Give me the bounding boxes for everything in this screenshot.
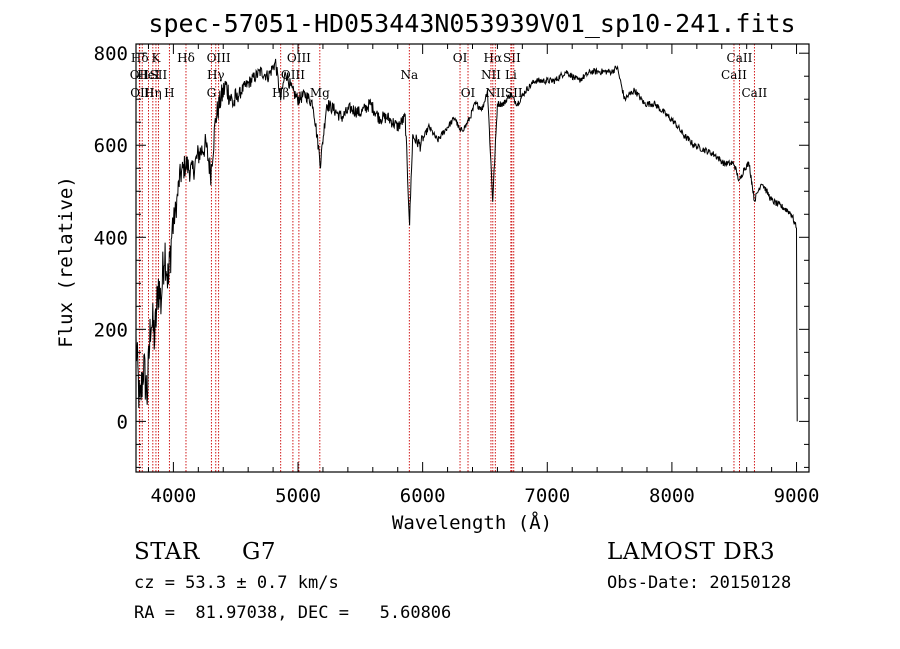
x-tick-label: 4000: [151, 485, 197, 507]
y-tick-label: 800: [94, 43, 128, 65]
survey-name: LAMOST DR3: [607, 539, 776, 565]
line-marker-label: Li: [505, 68, 517, 82]
line-marker-label: Hα: [484, 51, 503, 65]
line-marker-label: CaII: [741, 86, 767, 100]
y-axis-label: Flux (relative): [55, 176, 77, 348]
y-tick-label: 400: [94, 227, 128, 249]
line-marker-label: CaII: [721, 68, 747, 82]
line-marker-label: SII: [150, 68, 168, 82]
chart-title: spec-57051-HD053443N053939V01_sp10-241.f…: [148, 9, 795, 38]
spectrum-series: [135, 58, 798, 422]
line-marker-label: OIII: [287, 51, 311, 65]
x-axis-label: Wavelength (Å): [392, 511, 552, 534]
spectrum-line: [135, 58, 798, 422]
obs-date: Obs-Date: 20150128: [607, 573, 792, 593]
x-tick-label: 6000: [400, 485, 446, 507]
object-class: STAR: [134, 539, 200, 565]
x-tick-label: 8000: [649, 485, 695, 507]
line-marker-label: NII: [485, 86, 505, 100]
line-marker-label: Mg: [310, 86, 330, 100]
y-tick-label: 200: [94, 319, 128, 341]
x-axis-ticks: 4000 5000 6000 7000 8000 9000: [147, 44, 820, 507]
line-marker-label: CaII: [727, 51, 753, 65]
line-marker-label: Na: [400, 68, 418, 82]
line-marker-label: H: [164, 86, 174, 100]
line-marker-label: Hγ: [207, 68, 225, 82]
coordinates-text: RA = 81.97038, DEC = 5.60806: [134, 603, 452, 623]
line-marker-label: Hη: [144, 86, 162, 100]
redshift-text: cz = 53.3 ± 0.7 km/s: [134, 573, 339, 593]
x-tick-label: 7000: [524, 485, 570, 507]
line-marker-label: G: [207, 86, 217, 100]
y-axis-ticks: 0 200 400 600 800: [94, 43, 809, 468]
line-marker-label: HeI: [137, 68, 160, 82]
line-marker-label: Hδ: [131, 51, 149, 65]
line-marker-label: NII: [481, 68, 501, 82]
line-marker-label: K: [151, 51, 161, 65]
line-marker-label: OI: [453, 51, 468, 65]
y-tick-label: 0: [117, 411, 128, 433]
line-marker-label: OIII: [207, 51, 231, 65]
line-marker-label: OII: [130, 68, 150, 82]
line-marker-label: OI: [461, 86, 476, 100]
object-subclass: G7: [242, 539, 277, 565]
line-marker-label: Hδ: [177, 51, 195, 65]
line-marker-label: SII: [503, 51, 521, 65]
x-tick-label: 5000: [275, 485, 321, 507]
x-tick-label: 9000: [774, 485, 820, 507]
y-tick-label: 600: [94, 135, 128, 157]
